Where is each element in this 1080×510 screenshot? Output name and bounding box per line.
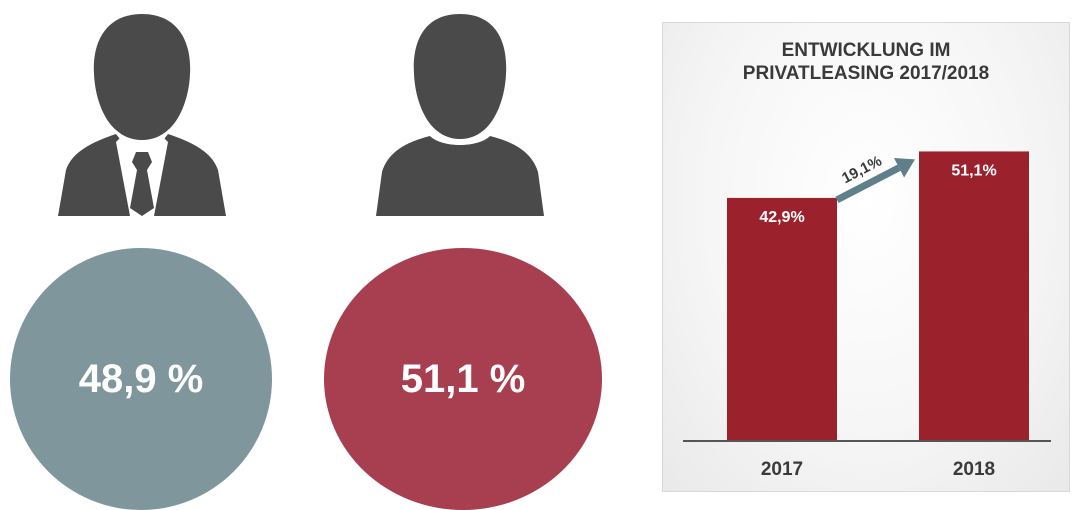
chart-panel: ENTWICKLUNG IM PRIVATLEASING 2017/2018 4… <box>662 22 1070 492</box>
person-body <box>376 136 544 216</box>
growth-arrow-head <box>893 157 915 178</box>
chart-title: ENTWICKLUNG IM PRIVATLEASING 2017/2018 <box>663 39 1069 85</box>
chart-title-line2: PRIVATLEASING 2017/2018 <box>742 63 990 84</box>
private-person-icon <box>376 14 544 216</box>
business-share-label: 48,9 % <box>78 356 204 401</box>
growth-arrow-shaft <box>835 164 901 204</box>
person-head <box>413 14 507 139</box>
chart-title-line1: ENTWICKLUNG IM <box>781 40 951 61</box>
category-label-2018: 2018 <box>953 459 995 480</box>
business-share-circle: 48,9 % <box>10 248 272 510</box>
bar-value-label-2018: 51,1% <box>951 162 996 179</box>
businessman-icon <box>58 14 226 216</box>
bar-value-label-2017: 42,9% <box>759 209 804 226</box>
private-share-circle: 51,1 % <box>324 248 602 510</box>
businessman-head <box>93 14 191 140</box>
private-share-label: 51,1 % <box>400 356 526 401</box>
businessman-tie <box>130 152 154 216</box>
bar-2017 <box>727 197 837 441</box>
bar-2018 <box>919 151 1029 441</box>
category-label-2017: 2017 <box>761 459 803 480</box>
